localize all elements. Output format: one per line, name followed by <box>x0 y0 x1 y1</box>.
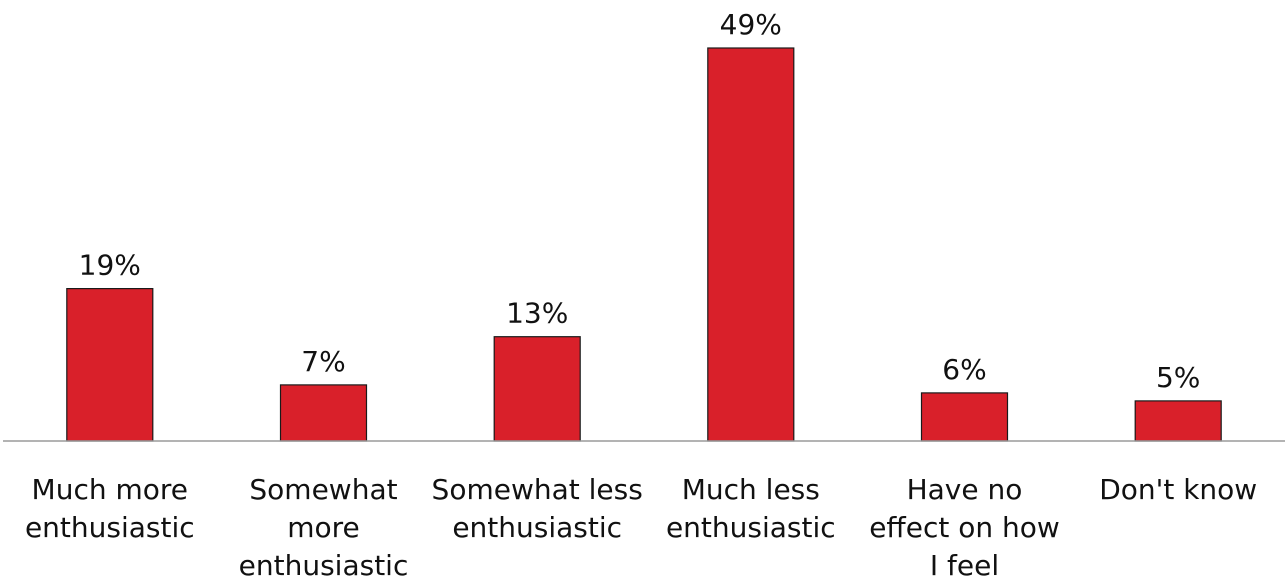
category-label-line: Have no <box>907 473 1023 506</box>
category-label-line: enthusiastic <box>452 511 622 544</box>
category-label-line: enthusiastic <box>25 511 195 544</box>
bar-5 <box>1134 400 1222 442</box>
category-label-line: I feel <box>930 549 999 581</box>
category-label-line: Much more <box>32 473 188 506</box>
category-label-line: Don't know <box>1099 473 1257 506</box>
category-label-line: Much less <box>682 473 820 506</box>
category-label-3: Much less enthusiastic <box>666 473 836 544</box>
category-label-line: more <box>287 511 360 544</box>
category-label-line: enthusiastic <box>239 549 409 581</box>
category-label-4: Have no effect on how I feel <box>869 473 1060 581</box>
category-labels-group: Much more enthusiastic Somewhat more enthusi… <box>25 473 1257 581</box>
category-label-line: effect on how <box>869 511 1060 544</box>
bar-1 <box>279 384 368 442</box>
bar-4 <box>920 392 1009 442</box>
value-label-4: 6% <box>942 353 986 386</box>
value-label-0: 19% <box>79 249 141 282</box>
value-labels-group: 19% 7% 13% 49% 6% 5% <box>79 8 1201 394</box>
category-label-1: Somewhat more enthusiastic <box>239 473 409 581</box>
bars-group <box>66 47 1222 442</box>
category-label-line: enthusiastic <box>666 511 836 544</box>
bar-2 <box>493 336 581 442</box>
category-label-line: Somewhat <box>249 473 397 506</box>
value-label-5: 5% <box>1156 361 1200 394</box>
category-label-2: Somewhat less enthusiastic <box>432 473 643 544</box>
category-label-5: Don't know <box>1099 473 1257 506</box>
bar-0 <box>66 288 154 442</box>
value-label-1: 7% <box>301 345 345 378</box>
category-label-line: Somewhat less <box>432 473 643 506</box>
bar-3 <box>707 47 795 442</box>
category-label-0: Much more enthusiastic <box>25 473 195 544</box>
value-label-3: 49% <box>720 8 782 41</box>
value-label-2: 13% <box>506 297 568 330</box>
